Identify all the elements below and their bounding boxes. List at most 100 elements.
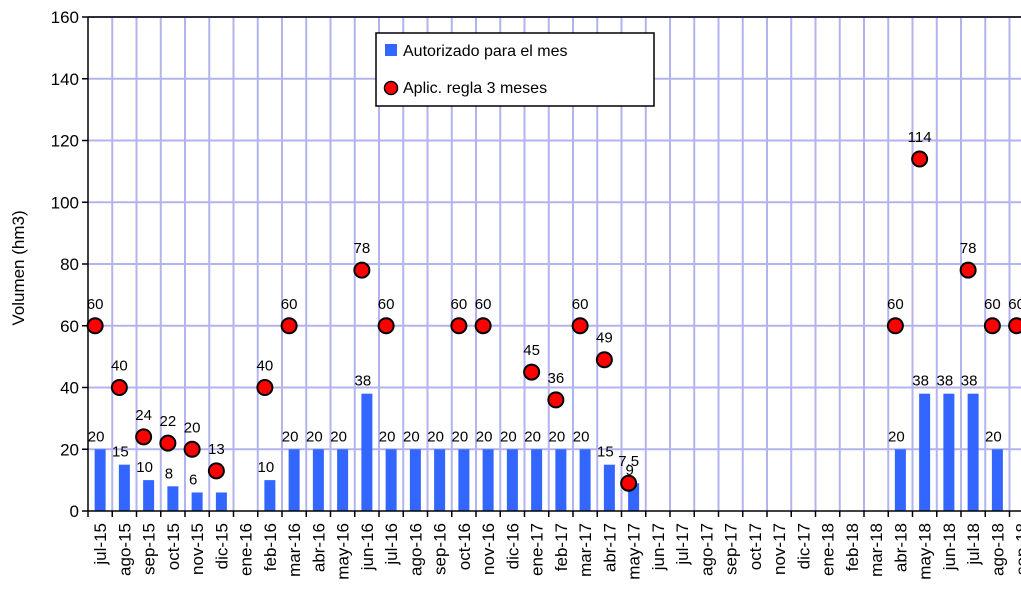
x-tick-label: sep-17 bbox=[722, 523, 741, 575]
bar bbox=[337, 449, 349, 511]
bar-data-label: 20 bbox=[427, 428, 444, 445]
point-data-label: 49 bbox=[596, 330, 613, 347]
point-data-label: 60 bbox=[475, 296, 492, 313]
scatter-point bbox=[911, 150, 929, 168]
x-tick-label: ago-17 bbox=[697, 523, 716, 576]
y-tick-label: 120 bbox=[51, 132, 79, 151]
y-tick-label: 160 bbox=[51, 8, 79, 27]
x-tick-label: jul-15 bbox=[91, 523, 110, 566]
bar bbox=[991, 449, 1003, 511]
bar-data-label: 20 bbox=[452, 428, 469, 445]
legend: Autorizado para el mes Aplic. regla 3 me… bbox=[375, 32, 655, 107]
x-tick-label: nov-17 bbox=[770, 523, 789, 575]
x-tick-label: mar-18 bbox=[867, 523, 886, 577]
bar bbox=[143, 480, 155, 511]
scatter-point bbox=[595, 351, 613, 369]
scatter-point bbox=[207, 462, 225, 480]
bar bbox=[409, 449, 421, 511]
scatter-point bbox=[353, 261, 371, 279]
x-tick-label: jul-18 bbox=[964, 523, 983, 566]
y-tick-label: 20 bbox=[60, 440, 79, 459]
point-data-label: 36 bbox=[548, 370, 565, 387]
x-tick-label: abr-17 bbox=[600, 523, 619, 572]
bar bbox=[603, 464, 615, 511]
scatter-point bbox=[571, 317, 589, 335]
bar-data-label: 9 bbox=[625, 462, 633, 479]
point-data-label: 78 bbox=[960, 240, 977, 257]
point-data-label: 60 bbox=[281, 296, 298, 313]
bar bbox=[506, 449, 518, 511]
x-tick-label: feb-16 bbox=[261, 523, 280, 571]
point-data-label: 45 bbox=[523, 342, 540, 359]
legend-point-swatch bbox=[383, 80, 399, 96]
x-tick-label: feb-18 bbox=[843, 523, 862, 571]
bar-data-label: 20 bbox=[500, 428, 517, 445]
point-data-label: 60 bbox=[451, 296, 468, 313]
bar-data-label: 20 bbox=[985, 428, 1002, 445]
bar-data-label: 20 bbox=[573, 428, 590, 445]
bar bbox=[555, 449, 567, 511]
bar bbox=[94, 449, 106, 511]
x-tick-label: oct-15 bbox=[164, 523, 183, 570]
bar bbox=[482, 449, 494, 511]
x-tick-label: oct-16 bbox=[455, 523, 474, 570]
bar-data-label: 8 bbox=[165, 465, 173, 482]
bar-data-label: 20 bbox=[330, 428, 347, 445]
bar-data-label: 20 bbox=[403, 428, 420, 445]
bar bbox=[943, 393, 955, 511]
scatter-point bbox=[86, 317, 104, 335]
x-tick-label: jun-18 bbox=[940, 523, 959, 571]
legend-label-points: Aplic. regla 3 meses bbox=[403, 80, 547, 97]
bar bbox=[191, 492, 203, 511]
bar-data-label: 20 bbox=[524, 428, 541, 445]
x-tick-label: ene-17 bbox=[528, 523, 547, 576]
x-tick-label: mar-17 bbox=[576, 523, 595, 577]
point-data-label: 114 bbox=[908, 129, 932, 146]
y-tick-label: 0 bbox=[70, 502, 79, 521]
bar-data-label: 15 bbox=[597, 444, 614, 461]
x-tick-label: may-17 bbox=[625, 523, 644, 580]
x-tick-label: ene-16 bbox=[237, 523, 256, 576]
x-tick-label: sep-18 bbox=[1013, 523, 1021, 575]
scatter-point bbox=[886, 317, 904, 335]
scatter-point bbox=[1008, 317, 1021, 335]
x-tick-label: nov-16 bbox=[479, 523, 498, 575]
x-tick-label: ago-15 bbox=[115, 523, 134, 576]
bar-data-label: 20 bbox=[549, 428, 566, 445]
bar-data-label: 20 bbox=[306, 428, 323, 445]
scatter-point bbox=[547, 391, 565, 409]
x-tick-label: ene-18 bbox=[819, 523, 838, 576]
scatter-point bbox=[280, 317, 298, 335]
bar-data-label: 38 bbox=[961, 373, 978, 390]
labels-layer: 20 15 10 8 6 10 20 20 20 38 20 20 20 20 20 20 20 20 20 15 9 2… bbox=[87, 129, 1021, 488]
x-tick-label: jun-16 bbox=[358, 523, 377, 571]
points-layer bbox=[86, 150, 1021, 492]
bar-data-label: 38 bbox=[355, 373, 372, 390]
bar bbox=[288, 449, 300, 511]
point-data-label: 60 bbox=[87, 296, 104, 313]
point-data-label: 60 bbox=[984, 296, 1001, 313]
legend-box bbox=[375, 32, 655, 107]
point-data-label: 60 bbox=[572, 296, 589, 313]
y-tick-label: 60 bbox=[60, 317, 79, 336]
x-tick-label: dic-17 bbox=[794, 523, 813, 569]
x-tick-label: mar-16 bbox=[285, 523, 304, 577]
x-tick-label: abr-18 bbox=[891, 523, 910, 572]
bar-data-label: 38 bbox=[937, 373, 954, 390]
legend-label-bars: Autorizado para el mes bbox=[403, 43, 568, 60]
bar bbox=[579, 449, 591, 511]
bar bbox=[628, 483, 640, 511]
bar bbox=[458, 449, 470, 511]
bars-layer bbox=[94, 393, 1003, 511]
scatter-point bbox=[523, 363, 541, 381]
x-tick-label: sep-15 bbox=[140, 523, 159, 575]
y-tick-label: 100 bbox=[51, 193, 79, 212]
bar bbox=[894, 449, 906, 511]
point-data-label: 78 bbox=[354, 240, 371, 257]
scatter-point bbox=[959, 261, 977, 279]
bar bbox=[361, 393, 373, 511]
point-data-label: 40 bbox=[111, 358, 128, 375]
point-data-label: 40 bbox=[257, 358, 274, 375]
x-tick-label: abr-16 bbox=[309, 523, 328, 572]
